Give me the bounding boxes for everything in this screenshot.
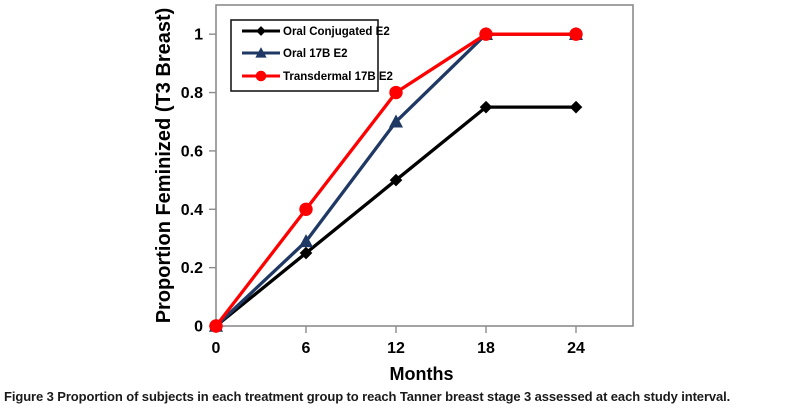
line-chart: 0 0.2 0.4 0.6 0.8 1 0 6 12 18 24 Proportion Feminiz… [153, 4, 634, 384]
marker-diamond-oral-conjugated-e2-m24 [569, 100, 583, 114]
marker-circle-transdermal-17b-e2-m24 [569, 27, 583, 41]
legend-marker-circle [255, 70, 267, 82]
marker-circle-transdermal-17b-e2-m12 [389, 85, 403, 100]
figure-caption-label: Figure 3 [4, 389, 54, 404]
legend-label: Oral Conjugated E2 [283, 26, 390, 38]
marker-circle-transdermal-17b-e2-m18 [479, 27, 493, 41]
plot-frame [215, 4, 634, 327]
marker-diamond-oral-conjugated-e2-m18 [479, 100, 493, 114]
series-transdermal-17b-e2 [209, 27, 583, 333]
marker-triangle-oral-17b-e2-m12 [388, 114, 404, 128]
legend-label: Transdermal 17B E2 [283, 71, 393, 83]
marker-circle-transdermal-17b-e2-m0 [209, 319, 223, 333]
legend-item-transdermal-17b-e2: Transdermal 17B E2 [242, 70, 393, 83]
y-tick-label: 0.8 [181, 85, 203, 102]
y-tick-label: 0.2 [181, 260, 203, 277]
legend-item-oral-17b-e2: Oral 17B E2 [242, 47, 348, 60]
x-tick-label: 24 [567, 340, 585, 357]
x-tick-label: 6 [302, 340, 311, 357]
y-tick-label: 0 [194, 319, 203, 336]
x-tick-label: 12 [387, 340, 405, 357]
marker-triangle-oral-17b-e2-m6 [298, 234, 314, 248]
legend-marker-triangle [255, 47, 267, 58]
y-axis-title: Proportion Feminized (T3 Breast) [153, 8, 175, 324]
legend: Oral Conjugated E2 Oral 17B E2 Transdermal… [230, 19, 393, 92]
legend-label: Oral 17B E2 [283, 48, 348, 60]
figure-caption: Figure 3 Proportion of subjects in each … [4, 388, 792, 407]
marker-diamond-oral-conjugated-e2-m6 [299, 246, 313, 260]
x-axis-title: Months [390, 364, 454, 384]
y-tick-label: 0.6 [181, 143, 203, 160]
series-oral-conjugated-e2 [209, 100, 583, 333]
legend-marker-diamond [256, 26, 266, 36]
x-tick-label: 18 [477, 340, 495, 357]
marker-circle-transdermal-17b-e2-m6 [299, 202, 313, 216]
legend-item-oral-conjugated-e2: Oral Conjugated E2 [242, 26, 390, 38]
figure-caption-text: Proportion of subjects in each treatment… [57, 389, 731, 404]
series-line-oral-conjugated-e2 [214, 105, 578, 328]
marker-diamond-oral-conjugated-e2-m12 [389, 173, 403, 187]
y-tick-label: 0.4 [181, 202, 203, 219]
y-tick-label: 1 [194, 27, 203, 44]
x-tick-label: 0 [212, 340, 221, 357]
